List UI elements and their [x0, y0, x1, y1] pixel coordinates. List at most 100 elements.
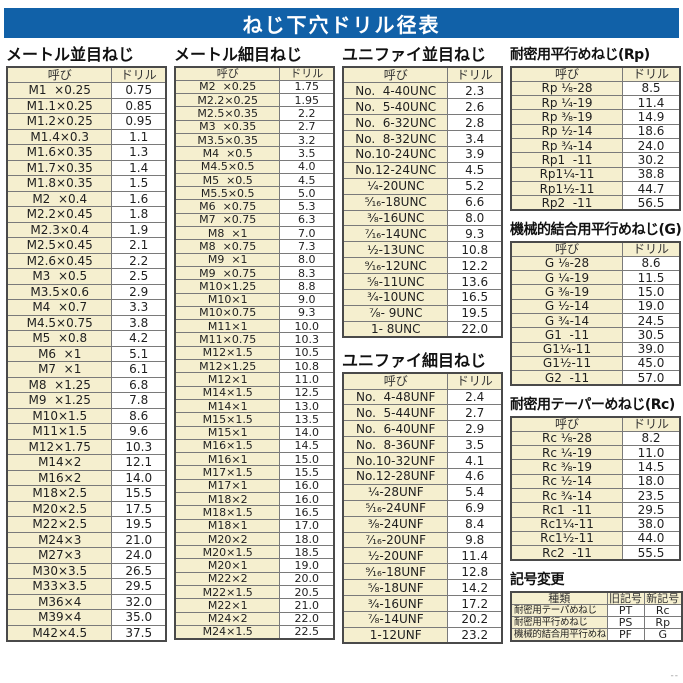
- value-cell: 2.9: [447, 420, 503, 438]
- table-row: M2 ×0.25 1.75: [174, 79, 335, 95]
- thread-name-cell: M18×2: [174, 491, 281, 507]
- thread-name-cell: M11×1: [174, 319, 281, 334]
- value-cell: 35.0: [111, 609, 167, 626]
- table-row: M4 ×0.5 3.5: [174, 146, 335, 161]
- value-cell: 2.7: [279, 119, 335, 134]
- thread-name-cell: No. 5-44UNF: [342, 404, 449, 422]
- thread-name-cell: M24×1.5: [174, 624, 281, 640]
- thread-name-cell: M6 ×1: [6, 345, 113, 362]
- table-row: No. 4-48UNF 2.4: [342, 388, 503, 406]
- table-row: M1.6×0.35 1.3: [6, 144, 167, 161]
- column-header: 呼び: [510, 241, 624, 257]
- thread-name-cell: Rc1¹⁄₄-11: [510, 516, 624, 532]
- thread-name-cell: M1.4×0.3: [6, 128, 113, 145]
- thread-name-cell: M42×4.5: [6, 624, 113, 641]
- header-row: 呼び ドリル: [342, 372, 503, 390]
- thread-name-cell: Rc ¹⁄₄-19: [510, 445, 624, 461]
- table-row: M42×4.5 37.5: [6, 624, 167, 641]
- column-header: 呼び: [6, 66, 113, 83]
- thread-name-cell: G1¹⁄₂-11: [510, 355, 624, 372]
- value-cell: 5.0: [279, 186, 335, 201]
- value-cell: 15.0: [622, 284, 681, 300]
- thread-name-cell: M7 ×1: [6, 361, 113, 378]
- section-title: 耐密用テーパーめねじ(Rc): [510, 396, 675, 413]
- table-row: M22×1 21.0: [174, 598, 335, 613]
- value-cell: 26.5: [111, 562, 167, 579]
- thread-name-cell: M20×1.5: [174, 545, 281, 560]
- header-row: 呼び ドリル: [174, 66, 335, 81]
- header-row: 呼び ドリル: [510, 416, 681, 432]
- column-header: ドリル: [279, 66, 335, 81]
- value-cell: 12.2: [447, 257, 503, 275]
- column-header: ドリル: [447, 66, 503, 84]
- thread-name-cell: M9 ×1: [174, 252, 281, 267]
- thread-name-cell: ¹⁄₄-28UNF: [342, 483, 449, 501]
- thread-name-cell: M6 ×0.75: [174, 199, 281, 214]
- thread-name-cell: ¹⁄₂-20UNF: [342, 547, 449, 565]
- table-row: M8 ×1.25 6.8: [6, 376, 167, 393]
- table-row: M20×2.5 17.5: [6, 500, 167, 517]
- table-row: G2 -11 57.0: [510, 370, 681, 386]
- thread-name-cell: ¹⁄₂-13UNC: [342, 241, 449, 259]
- table-row: ¹⁄₄-20UNC 5.2: [342, 177, 503, 195]
- thread-name-cell: M18×2.5: [6, 485, 113, 502]
- thread-name-cell: No. 6-40UNF: [342, 420, 449, 438]
- table-row: M6 ×1 5.1: [6, 345, 167, 362]
- table-row: ⁵⁄₈-18UNF 14.2: [342, 579, 503, 597]
- table-row: M2.3×0.4 1.9: [6, 221, 167, 238]
- value-cell: 11.5: [622, 270, 681, 286]
- value-cell: 13.0: [279, 398, 335, 414]
- value-cell: 16.0: [279, 491, 335, 507]
- thread-name-cell: M3 ×0.5: [6, 268, 113, 285]
- thread-name-cell: M27×3: [6, 547, 113, 564]
- value-cell: 55.5: [622, 545, 681, 561]
- thread-name-cell: M20×1: [174, 558, 281, 573]
- table-row: M36×4 32.0: [6, 593, 167, 610]
- section-metric-fine: メートル細目ねじ 呼び ドリル M2 ×0.25 1.75 M2.2×0.25 1.95 M…: [174, 44, 335, 640]
- table-row: No. 8-32UNC 3.4: [342, 130, 503, 147]
- thread-name-cell: Rc ¹⁄₈-28: [510, 430, 624, 447]
- value-cell: 19.0: [622, 298, 681, 314]
- thread-name-cell: 機械的結合用平行めねじ: [510, 627, 608, 642]
- value-cell: 5.2: [447, 177, 503, 195]
- thread-name-cell: Rc2 -11: [510, 545, 624, 561]
- thread-name-cell: Rc1 -11: [510, 502, 624, 518]
- table-row: G1¹⁄₂-11 45.0: [510, 355, 681, 372]
- table-row: M5.5×0.5 5.0: [174, 186, 335, 201]
- value-cell: 1.9: [111, 221, 167, 238]
- value-cell: PF: [606, 627, 645, 642]
- thread-name-cell: 1-12UNF: [342, 626, 449, 644]
- thread-name-cell: M10×1.25: [174, 279, 281, 294]
- thread-name-cell: M15×1.5: [174, 412, 281, 427]
- value-cell: 17.0: [279, 518, 335, 533]
- table-row: M9 ×1 8.0: [174, 252, 335, 267]
- value-cell: 19.5: [111, 516, 167, 533]
- table-row: M3 ×0.5 2.5: [6, 268, 167, 285]
- column-metric-coarse: メートル並目ねじ 呼び ドリル M1 ×0.25 0.75 M1.1×0.25 0.85 M…: [6, 44, 167, 642]
- section-g: 機械的結合用平行めねじ(G) 呼び ドリル G ¹⁄₈-28 8.6 G ¹⁄₄-19 1…: [510, 219, 682, 386]
- thread-name-cell: Rp1¹⁄₂-11: [510, 180, 624, 197]
- value-cell: 22.5: [279, 624, 335, 640]
- thread-name-cell: G ¹⁄₂-14: [510, 298, 624, 314]
- table-row: M3 ×0.35 2.7: [174, 119, 335, 134]
- rc-table: 呼び ドリル Rc ¹⁄₈-28 8.2 Rc ¹⁄₄-19 11.0 Rc ³⁄₈-19 1…: [510, 415, 681, 561]
- table-row: M15×1.5 13.5: [174, 412, 335, 427]
- table-row: No. 8-36UNF 3.5: [342, 436, 503, 454]
- thread-name-cell: M22×2: [174, 571, 281, 587]
- value-cell: PT: [606, 603, 645, 617]
- table-row: M27×3 24.0: [6, 547, 167, 564]
- thread-name-cell: Rp2 -11: [510, 195, 624, 211]
- thread-name-cell: ⁵⁄₁₆-18UNC: [342, 193, 449, 211]
- thread-name-cell: No. 8-32UNC: [342, 130, 449, 147]
- value-cell: 11.4: [447, 547, 503, 565]
- value-cell: 3.5: [279, 146, 335, 161]
- g-table: 呼び ドリル G ¹⁄₈-28 8.6 G ¹⁄₄-19 11.5 G ³⁄₈-19 15.0…: [510, 240, 681, 386]
- table-row: M2.5×0.35 2.2: [174, 106, 335, 121]
- section-title: メートル並目ねじ: [6, 45, 135, 64]
- table-row: M2.5×0.45 2.1: [6, 237, 167, 254]
- value-cell: 14.0: [111, 469, 167, 486]
- thread-name-cell: No. 8-36UNF: [342, 436, 449, 454]
- value-cell: 16.5: [447, 288, 503, 306]
- thread-name-cell: ⁵⁄₈-18UNF: [342, 579, 449, 597]
- column-header: 旧記号: [606, 591, 645, 605]
